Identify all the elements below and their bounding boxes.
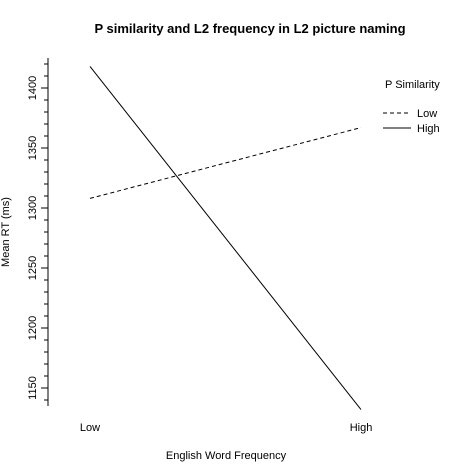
y-axis-ticks: 1150 1200 1250 1300 1350 1400 <box>27 63 48 401</box>
chart-title: P similarity and L2 frequency in L2 pict… <box>94 21 405 36</box>
legend: P Similarity Low High <box>383 79 440 135</box>
legend-label-low: Low <box>417 108 437 120</box>
y-axis-label: Mean RT (ms) <box>0 197 12 267</box>
x-tick-label: Low <box>80 422 100 434</box>
legend-title: P Similarity <box>385 79 440 91</box>
y-tick-label: 1200 <box>27 316 39 340</box>
x-axis-label: English Word Frequency <box>166 450 287 462</box>
x-axis-tick-labels: Low High <box>80 422 372 434</box>
x-tick-label: High <box>350 422 373 434</box>
y-tick-label: 1150 <box>27 376 39 400</box>
y-tick-label: 1400 <box>27 76 39 100</box>
series-line-high <box>89 66 362 410</box>
series-layer <box>89 66 362 410</box>
legend-label-high: High <box>417 123 440 135</box>
y-tick-label: 1250 <box>27 256 39 280</box>
y-tick-label: 1350 <box>27 136 39 160</box>
y-tick-label: 1300 <box>27 196 39 220</box>
series-line-low <box>89 127 362 199</box>
